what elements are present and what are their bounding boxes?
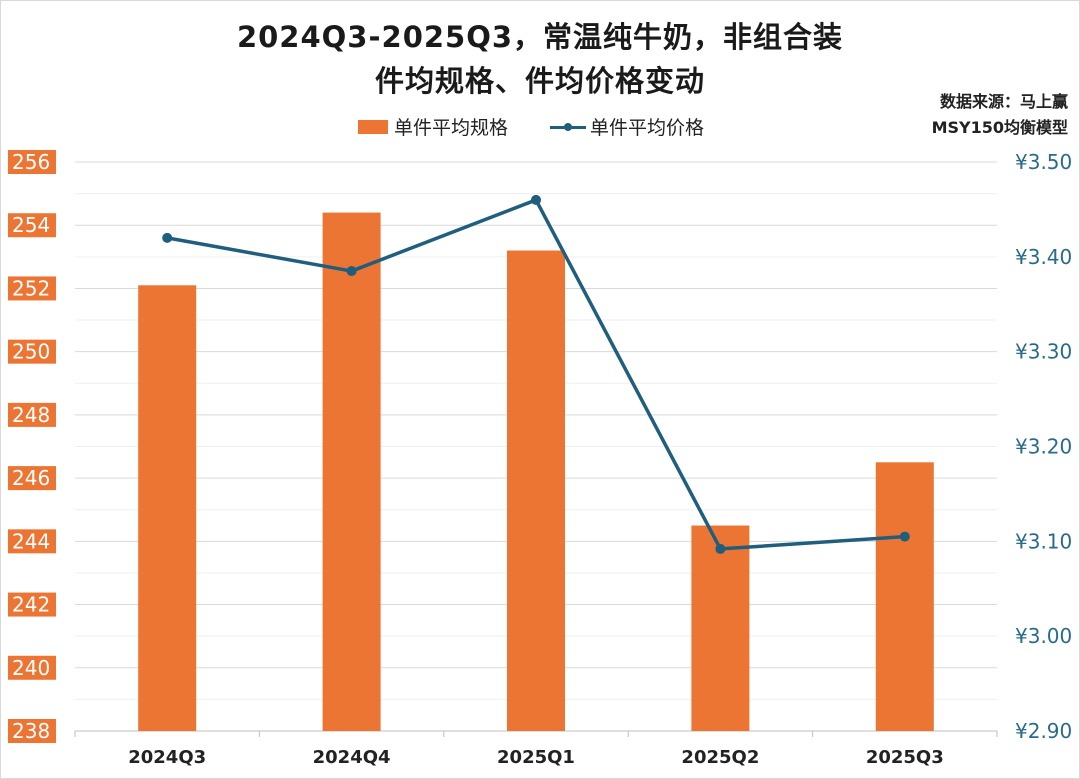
price-point-2025Q3 bbox=[899, 531, 910, 542]
price-point-2024Q3 bbox=[162, 232, 173, 243]
y-left-tick-label: 254 bbox=[12, 213, 50, 237]
y-right-tick-label: ¥3.00 bbox=[1015, 624, 1072, 648]
legend-item-bar: 单件平均规格 bbox=[358, 113, 508, 140]
y-left-tick-bg bbox=[8, 213, 56, 238]
bar-2025Q1 bbox=[507, 250, 565, 731]
y-left-tick-bg bbox=[8, 719, 56, 743]
price-point-2025Q2 bbox=[715, 543, 726, 554]
y-right-tick-label: ¥3.40 bbox=[1015, 245, 1072, 269]
bar-2024Q4 bbox=[322, 212, 381, 732]
y-left-tick-bg bbox=[8, 466, 56, 491]
chart-title-line2: 件均规格、件均价格变动 bbox=[374, 64, 705, 98]
y-left-tick-bg bbox=[8, 402, 56, 427]
y-left-tick-label: 256 bbox=[12, 150, 50, 174]
bar-2024Q3 bbox=[138, 285, 197, 731]
legend-label-line: 单件平均价格 bbox=[590, 117, 705, 139]
legend-swatch-bar bbox=[358, 119, 388, 134]
y-left-tick-bg bbox=[8, 592, 56, 617]
y-left-tick-bg bbox=[8, 339, 56, 364]
chart-title-line1: 2024Q3-2025Q3，常温纯牛奶，非组合装 bbox=[236, 20, 844, 54]
y-right-tick-label: ¥3.20 bbox=[1015, 435, 1072, 459]
x-tick-label: 2025Q3 bbox=[866, 747, 944, 768]
y-left-tick-label: 242 bbox=[12, 593, 50, 617]
y-left-tick-bg bbox=[8, 150, 56, 174]
bar-2025Q2 bbox=[691, 525, 750, 731]
y-right-tick-label: ¥2.90 bbox=[1015, 719, 1072, 743]
y-left-tick-bg bbox=[8, 529, 56, 554]
data-source-line1: 数据来源：马上赢 bbox=[939, 92, 1068, 111]
y-left-tick-label: 248 bbox=[12, 403, 50, 427]
y-left-tick-label: 238 bbox=[12, 719, 50, 743]
y-left-tick-label: 244 bbox=[12, 529, 50, 553]
data-source-line2: MSY150均衡模型 bbox=[931, 118, 1068, 137]
x-tick-label: 2024Q3 bbox=[128, 747, 206, 768]
price-point-2024Q4 bbox=[346, 266, 357, 277]
legend-label-bar: 单件平均规格 bbox=[394, 117, 509, 139]
y-left-tick-label: 240 bbox=[12, 656, 50, 680]
price-point-2025Q1 bbox=[531, 194, 541, 205]
y-right-tick-label: ¥3.30 bbox=[1015, 340, 1072, 364]
bar-2025Q3 bbox=[875, 462, 934, 731]
y-left-tick-bg bbox=[8, 276, 56, 301]
legend-swatch-line bbox=[550, 120, 586, 134]
y-left-tick-label: 250 bbox=[12, 340, 50, 364]
y-right-tick-label: ¥3.10 bbox=[1015, 529, 1072, 553]
legend-item-line: 单件平均价格 bbox=[550, 113, 704, 140]
y-right-tick-label: ¥3.50 bbox=[1015, 150, 1072, 174]
x-tick-label: 2024Q4 bbox=[313, 747, 391, 768]
y-left-tick-bg bbox=[8, 655, 56, 680]
x-tick-label: 2025Q1 bbox=[497, 747, 575, 768]
x-tick-label: 2025Q2 bbox=[681, 747, 759, 768]
y-left-tick-label: 252 bbox=[12, 276, 50, 300]
y-left-tick-label: 246 bbox=[12, 466, 50, 490]
